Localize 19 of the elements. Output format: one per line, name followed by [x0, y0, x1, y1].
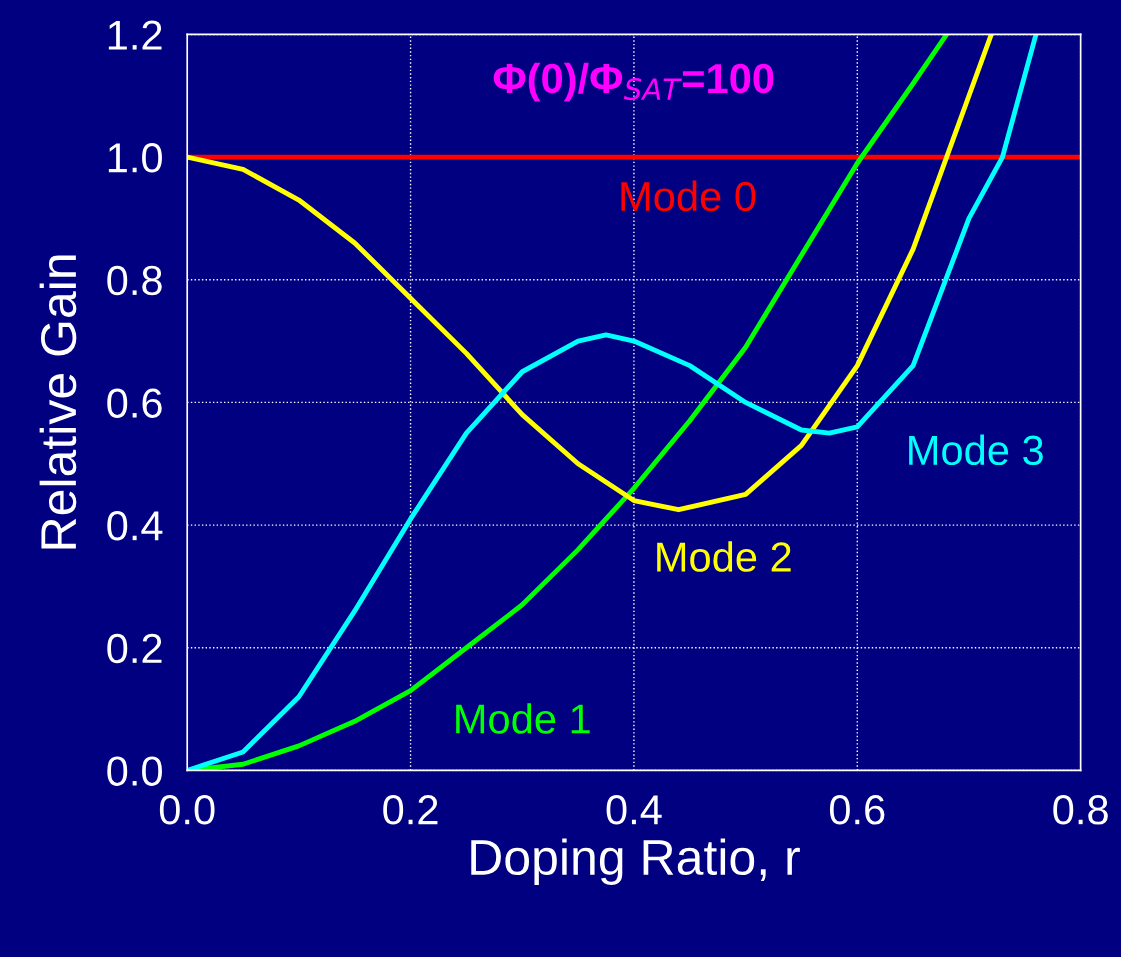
- y-axis-title: Relative Gain: [39, 255, 77, 549]
- x-axis-title: Doping Ratio, r: [471, 838, 800, 885]
- series-label: Mode 2: [657, 541, 791, 572]
- series-label: Mode 1: [456, 703, 590, 734]
- x-tick-label: 0.6: [829, 795, 885, 825]
- annotation: Φ(0)/Φ$_{SAT}$=100: [493, 62, 774, 102]
- y-tick-label: 1.2: [108, 20, 162, 50]
- x-tick-label: 0.4: [606, 795, 662, 825]
- x-tick-label: 0.2: [383, 795, 438, 825]
- series-label: Mode 3: [909, 434, 1043, 466]
- y-tick-label: 0.0: [107, 756, 162, 786]
- y-tick-label: 0.8: [107, 265, 162, 296]
- y-tick-label: 0.6: [107, 388, 162, 418]
- x-tick-label: 0.0: [159, 795, 215, 825]
- y-tick-label: 0.2: [107, 633, 162, 664]
- series-label: Mode 0: [621, 180, 756, 212]
- y-tick-label: 1.0: [108, 143, 162, 173]
- x-tick-label: 0.8: [1053, 795, 1108, 825]
- y-tick-label: 0.4: [107, 511, 163, 541]
